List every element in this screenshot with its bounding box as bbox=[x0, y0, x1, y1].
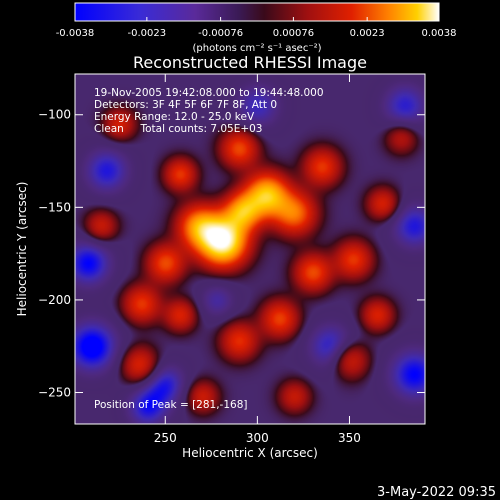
plot-frame bbox=[74, 73, 426, 425]
y-axis: −100 −150 −200 −250 bbox=[38, 108, 425, 400]
x-axis-label: Heliocentric X (arcsec) bbox=[182, 446, 318, 460]
colorbar-scale bbox=[74, 2, 440, 22]
colorbar-tick-label: -0.00076 bbox=[198, 28, 243, 39]
method-counts-text: Clean Total counts: 7.05E+03 bbox=[94, 123, 263, 135]
colorbar-ticks: -0.0038 -0.0023 -0.00076 0.00076 0.0023 0.003… bbox=[56, 17, 457, 39]
colorbar: -0.0038 -0.0023 -0.00076 0.00076 0.0023 0.003… bbox=[56, 2, 457, 54]
y-tick-label: −100 bbox=[38, 108, 71, 122]
colorbar-tick-label: 0.00076 bbox=[273, 28, 314, 39]
detectors-text: Detectors: 3F 4F 5F 6F 7F 8F, Att 0 bbox=[94, 99, 277, 111]
footer-date: 3-May-2022 09:35 bbox=[377, 485, 496, 500]
colorbar-tick-label: 0.0038 bbox=[422, 28, 457, 39]
y-tick-label: −200 bbox=[38, 293, 71, 307]
colorbar-unit-label: (photons cm⁻² s⁻¹ asec⁻²) bbox=[192, 43, 321, 54]
colorbar-tick-label: 0.0023 bbox=[350, 28, 385, 39]
energy-range-text: Energy Range: 12.0 - 25.0 keV bbox=[94, 111, 255, 123]
y-axis-label: Heliocentric Y (arcsec) bbox=[15, 182, 29, 317]
y-tick-label: −250 bbox=[38, 386, 71, 400]
chart-title: Reconstructed RHESSI Image bbox=[133, 53, 367, 72]
x-tick-label: 300 bbox=[246, 431, 269, 445]
y-tick-label: −150 bbox=[38, 200, 71, 214]
colorbar-tick-label: -0.0023 bbox=[128, 28, 167, 39]
heatmap-image bbox=[75, 74, 425, 424]
time-range-text: 19-Nov-2005 19:42:08.000 to 19:44:48.000 bbox=[94, 87, 324, 99]
heatmap-area bbox=[74, 73, 426, 425]
peak-position-text: Position of Peak = [281,-168] bbox=[94, 399, 248, 411]
x-tick-label: 250 bbox=[154, 431, 177, 445]
x-axis: 250 300 350 bbox=[154, 74, 361, 445]
annotations: 19-Nov-2005 19:42:08.000 to 19:44:48.000… bbox=[94, 87, 324, 411]
x-tick-label: 350 bbox=[338, 431, 361, 445]
colorbar-tick-label: -0.0038 bbox=[56, 28, 95, 39]
